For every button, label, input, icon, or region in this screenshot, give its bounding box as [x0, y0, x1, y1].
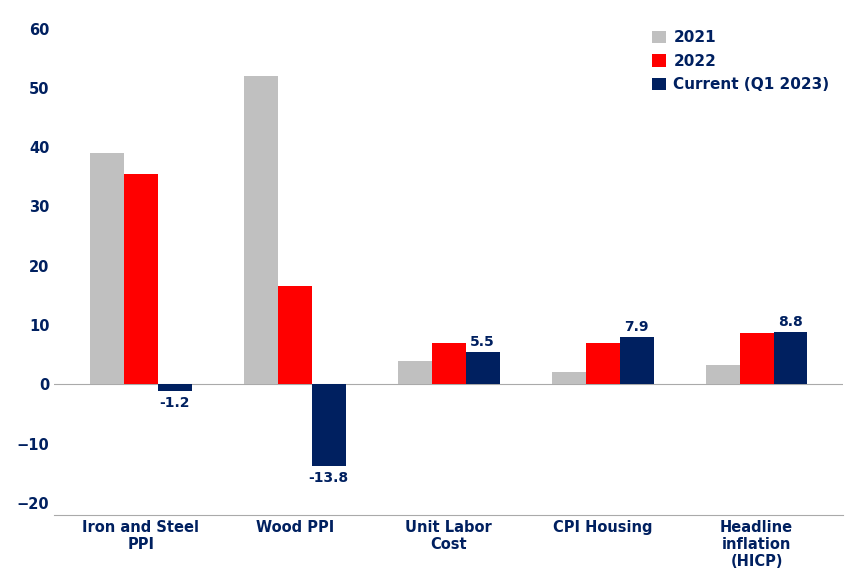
Bar — [398, 360, 432, 384]
Text: 7.9: 7.9 — [624, 321, 648, 335]
Bar — [244, 76, 278, 384]
Bar — [620, 338, 654, 384]
Bar — [432, 343, 466, 384]
Text: 5.5: 5.5 — [470, 335, 495, 349]
Bar — [90, 153, 124, 384]
Text: 8.8: 8.8 — [778, 315, 803, 329]
Bar — [740, 333, 774, 384]
Bar — [552, 372, 586, 384]
Bar — [158, 384, 192, 391]
Bar — [706, 365, 740, 384]
Bar — [124, 174, 158, 384]
Text: -13.8: -13.8 — [309, 471, 349, 485]
Bar — [312, 384, 346, 466]
Text: -1.2: -1.2 — [160, 396, 190, 410]
Legend: 2021, 2022, Current (Q1 2023): 2021, 2022, Current (Q1 2023) — [646, 24, 836, 98]
Bar — [586, 343, 620, 384]
Bar — [774, 332, 808, 384]
Bar — [466, 352, 500, 384]
Bar — [278, 287, 312, 384]
